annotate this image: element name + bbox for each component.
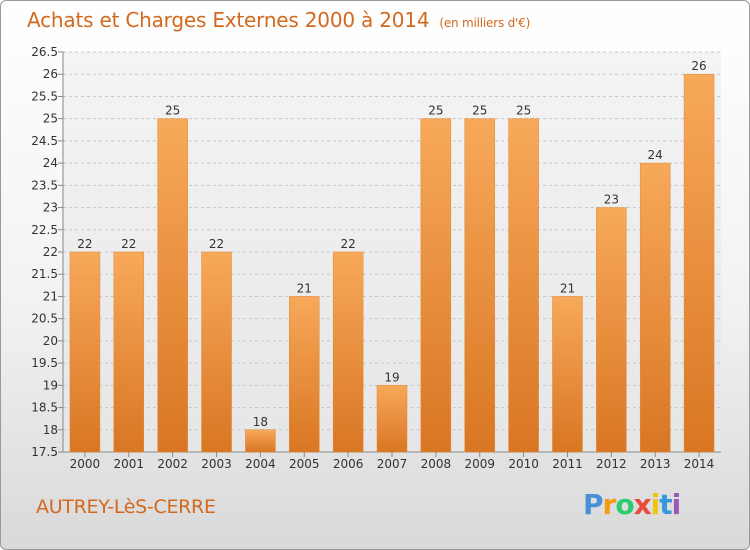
bar-value-label: 21	[560, 281, 575, 295]
y-tick-label: 20	[43, 334, 58, 348]
y-tick-label: 18.5	[31, 401, 58, 415]
y-tick-label: 24	[43, 156, 58, 170]
x-tick-label: 2012	[596, 457, 627, 471]
logo-letter: r	[602, 488, 617, 521]
logo-letter: P	[583, 488, 604, 521]
x-tick-label: 2002	[157, 457, 188, 471]
y-tick-label: 19	[43, 378, 58, 392]
bar-value-label: 22	[209, 237, 224, 251]
y-tick-label: 21	[43, 289, 58, 303]
bar	[508, 118, 539, 453]
bar-value-label: 23	[604, 193, 619, 207]
y-tick-label: 25	[43, 112, 58, 126]
logo-letter: o	[615, 488, 634, 521]
bar	[683, 73, 715, 453]
bar-value-label: 24	[648, 148, 663, 162]
y-tick-label: 18	[43, 423, 58, 437]
bar-value-label: 21	[297, 281, 312, 295]
chart-title-text: Achats et Charges Externes 2000 à 2014	[27, 8, 430, 32]
y-tick-label: 21.5	[31, 267, 58, 281]
logo-letter: i	[650, 488, 661, 521]
x-tick-label: 2009	[464, 457, 495, 471]
y-tick-label: 26.5	[31, 45, 58, 59]
x-tick-label: 2014	[684, 457, 715, 471]
bar	[639, 162, 671, 453]
bar	[201, 251, 232, 453]
x-tick-label: 2004	[245, 457, 276, 471]
bar	[332, 251, 364, 453]
chart-title: Achats et Charges Externes 2000 à 2014 (e…	[27, 8, 530, 32]
bar	[113, 251, 145, 453]
bar-value-label: 19	[384, 370, 399, 384]
bar-value-label: 22	[77, 237, 92, 251]
x-tick-label: 2007	[377, 457, 408, 471]
y-tick-label: 17.5	[31, 445, 58, 459]
proxiti-logo: Proxiti	[583, 488, 682, 521]
x-tick-label: 2001	[114, 457, 145, 471]
y-tick-label: 26	[43, 67, 58, 81]
bar-value-label: 25	[472, 104, 487, 118]
bar	[464, 118, 495, 453]
y-tick-label: 22.5	[31, 223, 58, 237]
bar	[376, 385, 408, 453]
x-tick-label: 2011	[552, 457, 583, 471]
commune-name: AUTREY-LèS-CERRE	[36, 496, 216, 518]
unit-note: (en milliers d'€)	[439, 16, 531, 30]
y-tick-label: 23	[43, 201, 58, 215]
x-tick-label: 2005	[289, 457, 320, 471]
x-tick-label: 2006	[333, 457, 364, 471]
bar-value-label: 22	[340, 237, 355, 251]
x-tick-label: 2003	[201, 457, 232, 471]
bar-value-label: 22	[121, 237, 136, 251]
bar	[420, 118, 452, 453]
bar-value-label: 25	[516, 104, 531, 118]
y-tick-label: 20.5	[31, 312, 58, 326]
y-tick-label: 23.5	[31, 178, 58, 192]
logo-letter: t	[659, 488, 672, 521]
bar	[69, 251, 101, 453]
bar	[552, 296, 583, 453]
y-tick-label: 24.5	[31, 134, 58, 148]
y-tick-label: 22	[43, 245, 58, 259]
bar-value-label: 25	[165, 104, 180, 118]
bar	[245, 429, 276, 453]
bar	[596, 207, 627, 453]
y-tick-label: 19.5	[31, 356, 58, 370]
bar-value-label: 25	[428, 104, 443, 118]
x-tick-label: 2010	[508, 457, 539, 471]
logo-letter: i	[671, 488, 682, 521]
x-tick-label: 2000	[70, 457, 101, 471]
bar-value-label: 18	[253, 415, 268, 429]
x-tick-label: 2008	[421, 457, 452, 471]
x-tick-label: 2013	[640, 457, 671, 471]
bar	[157, 118, 188, 453]
bar-value-label: 26	[691, 59, 706, 73]
logo-letter: x	[633, 488, 652, 521]
bar	[289, 296, 320, 453]
y-tick-label: 25.5	[31, 89, 58, 103]
